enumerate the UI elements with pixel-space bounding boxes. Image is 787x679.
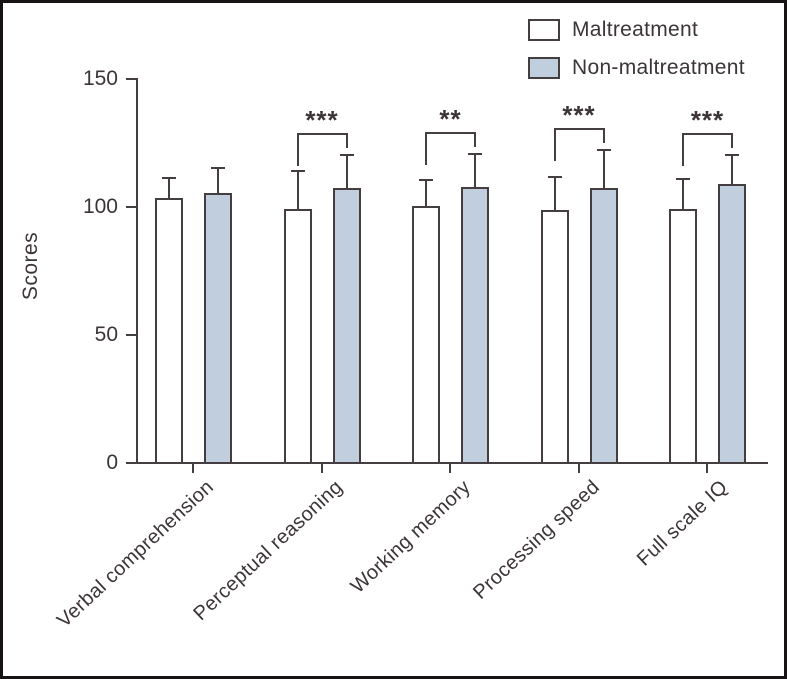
maltreatment-swatch [528, 19, 560, 41]
x-tick-label: Full scale IQ [632, 476, 733, 571]
error-bar-cap [339, 153, 354, 156]
legend-item-non-maltreatment: Non-maltreatment [528, 56, 745, 80]
x-tick-label: Verbal comprehension [53, 476, 219, 632]
legend-item-maltreatment: Maltreatment [528, 18, 745, 42]
significance-bracket-right-leg [474, 131, 476, 147]
error-bar-stem [217, 167, 219, 194]
significance-stars: ** [439, 103, 462, 134]
y-tick-label: 100 [82, 195, 118, 218]
bar-maltreatment [540, 209, 569, 464]
error-bar-cap [596, 148, 611, 151]
error-bar-cap [162, 176, 176, 179]
significance-stars: *** [690, 104, 725, 135]
bar-non-maltreatment [332, 188, 361, 464]
error-bar-stem [425, 180, 427, 206]
bar-non-maltreatment [461, 186, 489, 464]
significance-bracket [553, 127, 605, 130]
significance-bracket [425, 131, 476, 134]
bar-non-maltreatment [204, 193, 232, 464]
x-tick [320, 464, 323, 473]
error-bar-stem [345, 154, 348, 189]
x-tick [577, 464, 580, 473]
significance-bracket-left-leg [682, 132, 684, 166]
error-bar-cap [290, 170, 305, 173]
error-bar-stem [602, 149, 605, 189]
y-tick [126, 334, 136, 336]
error-bar-stem [553, 176, 556, 210]
significance-bracket-right-leg [602, 127, 605, 143]
x-tick-label: Working memory [346, 476, 476, 598]
x-tick-label: Perceptual reasoning [188, 476, 347, 626]
y-tick-label: 50 [94, 323, 118, 346]
error-bar-cap [468, 152, 482, 155]
significance-bracket-left-leg [296, 132, 299, 166]
error-bar-stem [731, 154, 733, 185]
bar-non-maltreatment [718, 184, 746, 464]
y-tick [126, 78, 136, 80]
x-tick [706, 464, 708, 473]
significance-stars: *** [562, 99, 596, 130]
y-tick [126, 206, 136, 208]
error-bar-cap [676, 178, 690, 181]
x-axis-line [136, 462, 768, 464]
significance-bracket [682, 132, 733, 135]
x-tick [192, 464, 194, 473]
non-maltreatment-swatch [528, 57, 560, 79]
bar-maltreatment [283, 208, 312, 464]
error-bar-stem [296, 171, 299, 209]
legend-label: Maltreatment [572, 18, 699, 41]
y-tick-label: 150 [82, 67, 118, 90]
bar-maltreatment [669, 208, 697, 464]
legend: Maltreatment Non-maltreatment [528, 18, 745, 94]
significance-bracket-right-leg [731, 132, 733, 148]
error-bar-cap [725, 153, 739, 156]
error-bar-cap [419, 179, 433, 182]
significance-bracket-left-leg [553, 127, 556, 161]
error-bar-stem [168, 177, 170, 199]
significance-bracket-left-leg [425, 131, 427, 165]
significance-bracket-right-leg [345, 132, 348, 148]
y-axis-line [136, 78, 138, 464]
y-tick-label: 0 [106, 451, 118, 474]
error-bar-cap [547, 175, 562, 178]
bar-maltreatment [155, 198, 183, 464]
bar-maltreatment [412, 206, 440, 464]
significance-stars: *** [305, 104, 339, 135]
bar-non-maltreatment [589, 188, 618, 464]
x-tick [449, 464, 451, 473]
legend-label: Non-maltreatment [572, 56, 745, 79]
y-tick [126, 462, 136, 464]
error-bar-cap [211, 166, 225, 169]
error-bar-stem [474, 153, 476, 187]
error-bar-stem [682, 179, 684, 209]
significance-bracket [296, 132, 348, 135]
x-tick-label: Processing speed [468, 476, 604, 604]
